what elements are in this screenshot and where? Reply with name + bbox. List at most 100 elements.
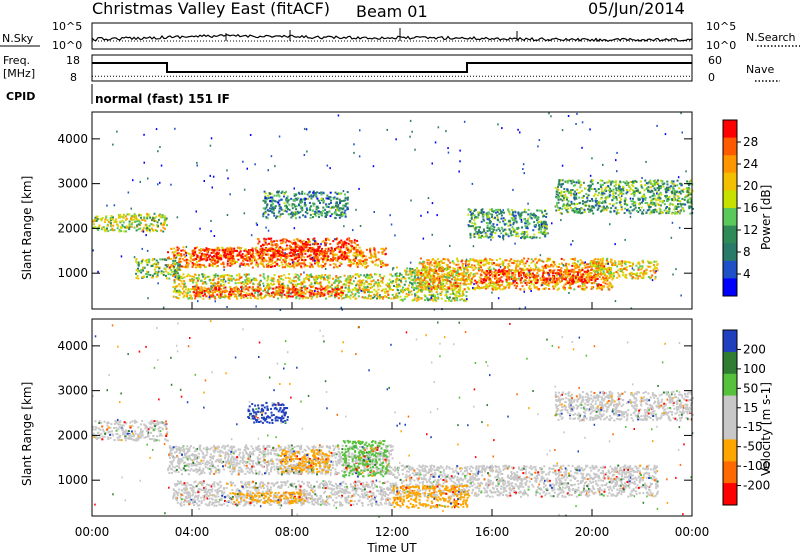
echo-cell xyxy=(275,289,278,292)
echo-cell xyxy=(528,279,531,282)
echo-cell xyxy=(539,277,542,280)
echo-cell xyxy=(198,259,201,262)
echo-cell xyxy=(569,284,572,286)
echo-cell xyxy=(339,200,342,203)
echo-cell xyxy=(343,251,346,253)
echo-cell xyxy=(265,198,268,201)
echo-cell xyxy=(451,287,454,290)
echo-cell xyxy=(359,252,362,255)
echo-cell xyxy=(372,296,375,299)
echo-cell xyxy=(322,287,325,290)
echo-cell xyxy=(300,295,303,298)
echo-cell xyxy=(408,270,411,273)
echo-cell xyxy=(433,262,436,265)
echo-cell xyxy=(511,273,514,276)
echo-cell xyxy=(360,254,363,257)
echo-cell xyxy=(523,288,526,291)
echo-cell xyxy=(441,262,444,264)
echo-cell xyxy=(551,260,554,263)
echo-cell xyxy=(298,192,301,195)
echo-cell xyxy=(311,290,314,292)
echo-cell xyxy=(263,251,266,254)
echo-cell xyxy=(470,281,473,284)
echo-cell xyxy=(283,195,286,198)
echo-cell xyxy=(239,290,242,293)
echo-cell xyxy=(487,267,490,270)
echo-cell xyxy=(289,292,292,295)
echo-cell xyxy=(194,297,197,300)
echo-cell xyxy=(297,292,300,295)
echo-cell xyxy=(586,281,589,284)
echo-cell xyxy=(349,297,352,300)
echo-cell xyxy=(309,247,311,249)
echo-cell xyxy=(413,275,416,278)
echo-cell xyxy=(248,277,251,280)
echo-cell xyxy=(422,269,425,272)
echo-cell xyxy=(413,274,416,277)
echo-cell xyxy=(535,266,538,269)
echo-cell xyxy=(506,274,508,277)
echo-cell xyxy=(335,280,338,283)
echo-cell xyxy=(310,273,313,276)
echo-cell xyxy=(553,261,556,264)
echo-cell xyxy=(554,281,557,284)
echo-cell xyxy=(325,204,328,207)
echo-cell xyxy=(598,275,601,278)
echo-cell xyxy=(356,282,359,285)
echo-cell xyxy=(278,210,281,213)
echo-cell xyxy=(303,256,306,259)
echo-cell xyxy=(374,273,376,276)
echo-cell xyxy=(237,282,240,285)
echo-cell xyxy=(120,227,123,230)
echo-cell xyxy=(442,288,445,291)
echo-cell xyxy=(294,273,297,276)
echo-cell xyxy=(247,289,250,292)
echo-cell xyxy=(558,287,561,290)
echo-cell xyxy=(506,284,509,287)
echo-cell xyxy=(131,221,134,224)
echo-cell xyxy=(346,197,349,200)
echo-cell xyxy=(340,256,343,259)
echo-cell xyxy=(455,274,458,277)
echo-cell xyxy=(561,279,563,282)
echo-cell xyxy=(281,285,284,288)
noise-panel-frame xyxy=(91,22,693,50)
echo-cell xyxy=(296,292,299,295)
echo-cell xyxy=(316,290,319,293)
echo-cell xyxy=(399,298,402,301)
echo-cell xyxy=(210,264,213,267)
echo-cell xyxy=(141,230,144,233)
echo-cell xyxy=(416,295,419,298)
echo-cell xyxy=(609,261,612,263)
echo-cell xyxy=(610,267,613,269)
echo-cell xyxy=(238,253,241,256)
echo-cell xyxy=(193,276,195,278)
echo-cell xyxy=(260,251,263,254)
echo-cell xyxy=(292,260,295,263)
echo-cell xyxy=(286,264,289,267)
echo-cell xyxy=(283,287,286,290)
echo-cell xyxy=(324,212,327,215)
echo-cell xyxy=(341,211,344,214)
echo-cell xyxy=(337,280,340,282)
echo-cell xyxy=(498,268,501,271)
echo-cell xyxy=(121,219,124,222)
echo-cell xyxy=(452,297,455,300)
echo-cell xyxy=(181,287,184,290)
echo-cell xyxy=(428,298,431,301)
echo-cell xyxy=(351,293,354,296)
echo-cell xyxy=(494,263,497,266)
echo-cell xyxy=(551,279,554,282)
echo-cell xyxy=(351,288,354,291)
echo-cell xyxy=(337,214,340,217)
echo-cell xyxy=(371,261,374,264)
echo-cell xyxy=(280,294,283,297)
echo-cell xyxy=(465,295,468,298)
echo-cell xyxy=(445,282,448,285)
echo-cell xyxy=(493,273,496,276)
echo-cell xyxy=(473,260,476,263)
echo-cell xyxy=(503,266,506,269)
echo-cell xyxy=(248,256,250,259)
echo-cell xyxy=(244,282,247,284)
